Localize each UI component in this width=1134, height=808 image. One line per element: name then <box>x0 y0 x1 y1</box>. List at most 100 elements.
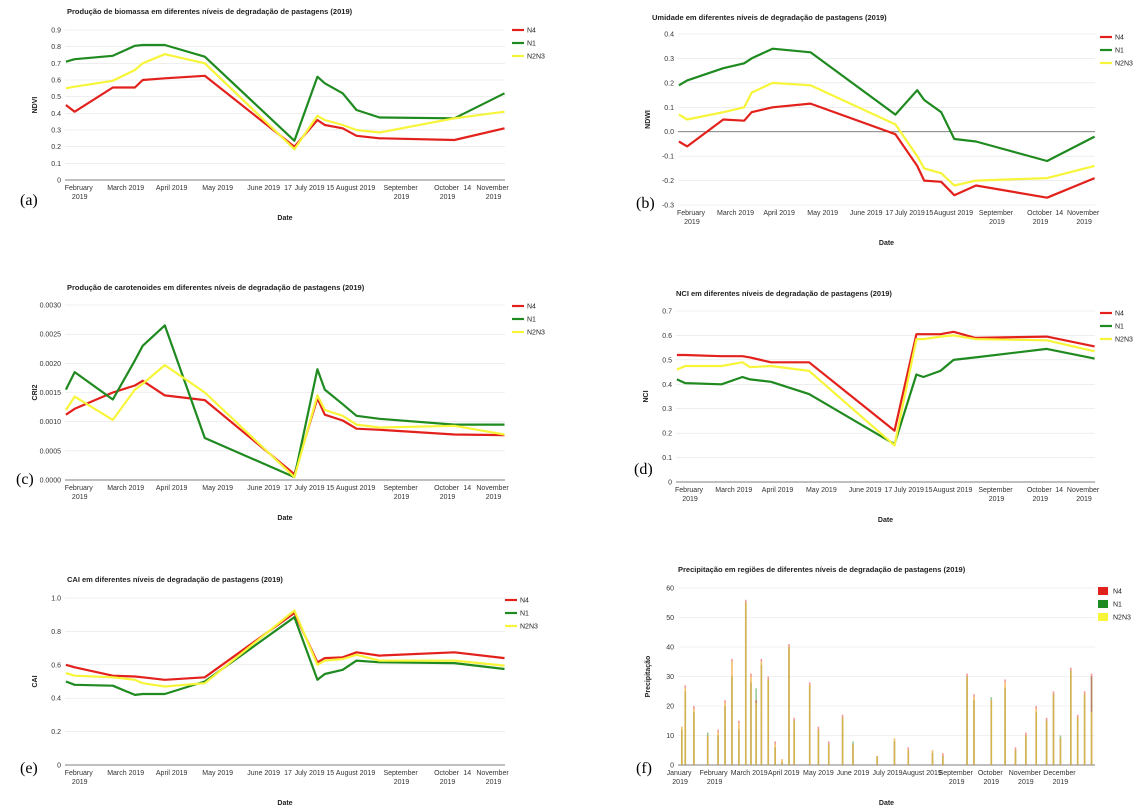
bar <box>893 738 896 765</box>
bar <box>827 744 830 765</box>
y-tick-label: 0 <box>668 480 672 487</box>
x-tick-label: November 2019 <box>476 185 510 201</box>
y-tick-label: 0.4 <box>51 696 61 703</box>
legend-label: N4 <box>527 304 536 311</box>
y-tick-label: 0.0025 <box>40 332 62 339</box>
x-tick-label: August 2019 <box>934 210 973 217</box>
legend-label: N2N3 <box>1115 61 1133 68</box>
x-tick-label: April 2019 <box>156 485 188 492</box>
legend-label: N4 <box>1115 311 1124 318</box>
bar <box>1025 735 1027 765</box>
bar <box>684 685 687 765</box>
x-tick-label: 14 <box>1055 487 1063 494</box>
x-tick-label: January 2019 <box>667 770 694 786</box>
x-tick-label: June 2019 <box>850 210 883 217</box>
y-tick-label: 10 <box>666 733 674 740</box>
x-tick-label: October 2019 <box>434 185 461 201</box>
y-tick-label: 50 <box>666 615 674 622</box>
x-tick-label: March 2019 <box>107 485 144 492</box>
bar <box>788 644 790 765</box>
series-line <box>678 47 1096 163</box>
x-tick-label: 14 <box>463 770 471 777</box>
y-tick-label: 0.2 <box>51 729 61 736</box>
y-tick-label: 1.0 <box>51 596 61 603</box>
bar <box>1035 711 1038 765</box>
bar <box>1004 679 1006 765</box>
series-line <box>676 334 1095 447</box>
bar <box>1076 717 1079 765</box>
x-tick-label: October 2019 <box>434 770 461 786</box>
x-tick-label: February 2019 <box>65 770 95 786</box>
x-tick-label: November 2019 <box>476 485 510 501</box>
legend-label: N1 <box>1115 48 1124 55</box>
bar <box>750 682 752 765</box>
bar <box>852 744 854 765</box>
bar <box>893 738 896 765</box>
x-tick-label: 15 <box>326 185 334 192</box>
bar <box>973 700 975 765</box>
bar <box>767 679 770 765</box>
x-tick-label: June 2019 <box>247 485 280 492</box>
y-tick-label: -0.1 <box>662 154 674 161</box>
y-tick-label: -0.2 <box>662 178 674 185</box>
bar <box>750 673 752 765</box>
x-tick-label: May 2019 <box>202 770 233 777</box>
legend-label: N4 <box>520 598 529 605</box>
x-tick-label: May 2019 <box>202 185 233 192</box>
y-axis-title: CAI <box>32 675 39 687</box>
y-tick-label: 0.4 <box>51 111 61 118</box>
bar <box>1025 735 1027 765</box>
bar <box>781 762 783 765</box>
y-axis-title: NCI <box>643 390 650 402</box>
bar <box>717 735 719 765</box>
x-tick-label: 17 <box>884 487 892 494</box>
y-tick-label: 0.0030 <box>40 303 62 310</box>
x-tick-label: 17 <box>885 210 893 217</box>
x-tick-label: October 2019 <box>1027 210 1054 226</box>
x-tick-label: June 2019 <box>837 770 870 777</box>
x-tick-label: July 2019 <box>295 185 325 192</box>
x-tick-label: April 2019 <box>763 210 795 217</box>
legend-label: N2N3 <box>520 624 538 631</box>
x-tick-label: September 2019 <box>978 487 1014 503</box>
series-line <box>64 324 505 479</box>
legend-label: N1 <box>527 317 536 324</box>
bar <box>744 599 747 765</box>
bar <box>817 726 820 765</box>
y-tick-label: 0.4 <box>664 32 674 39</box>
legend-label: N2N3 <box>527 330 545 337</box>
series-line <box>64 364 505 479</box>
x-tick-label: February 2019 <box>675 487 705 503</box>
y-tick-label: 0.9 <box>51 28 61 35</box>
y-tick-label: -0.3 <box>662 203 674 210</box>
bar <box>973 697 975 765</box>
bar <box>990 697 993 765</box>
y-tick-label: 0.6 <box>51 78 61 85</box>
y-tick-label: 0.0 <box>664 129 674 136</box>
bar <box>750 676 752 765</box>
legend-label: N2N3 <box>1115 337 1133 344</box>
legend-label: N1 <box>1113 602 1122 609</box>
bar <box>706 732 709 765</box>
x-tick-label: April 2019 <box>768 770 800 777</box>
bar <box>724 700 726 765</box>
bar <box>1045 720 1048 765</box>
legend-label: N4 <box>1113 589 1122 596</box>
y-tick-label: 0.2 <box>51 144 61 151</box>
x-tick-label: March 2019 <box>731 770 768 777</box>
x-axis-title: Date <box>277 515 292 522</box>
bar <box>852 741 854 765</box>
x-tick-label: March 2019 <box>717 210 754 217</box>
bar <box>966 676 968 765</box>
bar <box>1090 676 1093 765</box>
bar <box>942 756 944 765</box>
series-line <box>678 81 1095 187</box>
bar <box>1035 708 1038 765</box>
x-tick-label: October 2019 <box>1027 487 1054 503</box>
x-tick-label: May 2019 <box>806 487 837 494</box>
bar <box>706 735 709 765</box>
bar <box>876 756 878 765</box>
y-tick-label: 0.7 <box>662 309 672 316</box>
bar <box>774 744 776 765</box>
bar <box>931 750 934 765</box>
